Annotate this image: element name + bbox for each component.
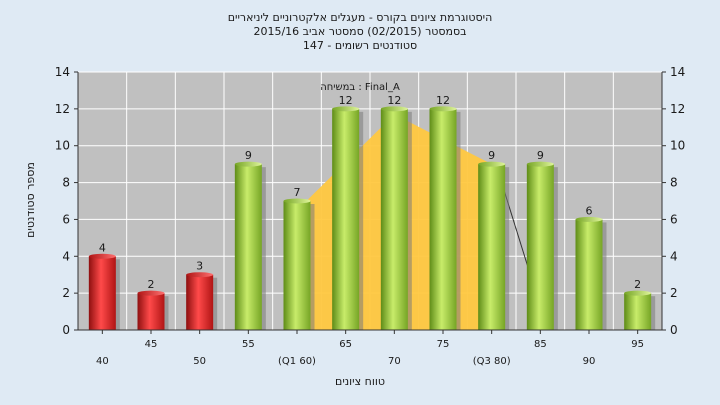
bar-top (88, 253, 116, 259)
bar-55 (234, 164, 262, 330)
bar-(Q1 60) (283, 201, 311, 330)
bar-top (526, 161, 554, 167)
bar-top (478, 161, 506, 167)
bar-40 (88, 256, 116, 330)
bar-top (429, 106, 457, 112)
bar-65 (332, 108, 360, 330)
y-tick-left: 0 (62, 323, 70, 337)
x-axis-label: טווח ציונים (335, 375, 385, 388)
bars (88, 106, 656, 330)
x-tick-label: 95 (631, 339, 644, 350)
data-label: 12 (339, 94, 353, 107)
bar-top (624, 290, 652, 296)
data-label: 9 (488, 149, 495, 162)
y-tick-left: 6 (62, 212, 70, 226)
x-tick-label: 45 (145, 339, 158, 350)
data-label: 2 (148, 278, 155, 291)
x-tick-label: (Q1 60) (278, 356, 316, 367)
y-tick-right: 0 (670, 323, 678, 337)
legend-series-name: במשיחה : Final_A (320, 82, 400, 93)
bar-top (283, 198, 311, 204)
x-tick-label: 65 (339, 339, 352, 350)
bar-top (234, 161, 262, 167)
bar-90 (575, 219, 603, 330)
data-labels: 4 2 3 9 7 12 12 12 9 9 6 2 (99, 94, 641, 291)
x-tick-label: 55 (242, 339, 255, 350)
y-tick-left: 12 (55, 102, 70, 116)
bar-50 (186, 274, 214, 330)
bar-top (186, 272, 214, 278)
y-tick-right: 12 (670, 102, 685, 116)
data-label: 9 (245, 149, 252, 162)
data-label: 6 (586, 204, 593, 217)
y-tick-left: 10 (55, 139, 70, 153)
x-tick-label: 75 (437, 339, 450, 350)
chart-title-line-2: בסמסטר (02/2015) סמסטר אביב 2015/16 (253, 25, 466, 38)
data-label: 9 (537, 149, 544, 162)
y-tick-left: 2 (62, 286, 70, 300)
data-label: 3 (196, 260, 203, 273)
axes (74, 71, 666, 334)
y-tick-right: 14 (670, 65, 685, 79)
data-label: 4 (99, 241, 106, 254)
y-tick-right: 10 (670, 139, 685, 153)
tick-labels: 0 0 2 2 4 4 6 6 8 8 10 10 12 12 14 14 40 45 50 55 (Q1 60) 65 7… (55, 65, 686, 367)
bar-top (137, 290, 165, 296)
bar-45 (137, 293, 165, 330)
data-label: 2 (634, 278, 641, 291)
bar-top (332, 106, 360, 112)
bar-top (380, 106, 408, 112)
x-tick-label: 90 (583, 356, 596, 367)
bar-(Q3 80) (478, 164, 506, 330)
y-tick-right: 8 (670, 176, 678, 190)
y-tick-left: 14 (55, 65, 70, 79)
data-label: 12 (387, 94, 401, 107)
data-label: 12 (436, 94, 450, 107)
y-tick-right: 4 (670, 249, 678, 263)
bar-95 (624, 293, 652, 330)
bar-70 (380, 108, 408, 330)
y-tick-left: 8 (62, 176, 70, 190)
bar-75 (429, 108, 457, 330)
x-tick-label: (Q3 80) (473, 356, 511, 367)
x-tick-label: 40 (96, 356, 109, 367)
data-label: 7 (294, 186, 301, 199)
chart-title-line-1: היסטוגרמת ציונים בקורס - מעגלים אלקטרוני… (228, 11, 493, 24)
y-tick-right: 2 (670, 286, 678, 300)
x-tick-label: 50 (193, 356, 206, 367)
y-tick-right: 6 (670, 212, 678, 226)
x-tick-label: 85 (534, 339, 547, 350)
bar-top (575, 216, 603, 222)
bar-85 (526, 164, 554, 330)
chart-title-line-3: סטודנטים רשומים - 147 (303, 39, 417, 52)
y-axis-label: מספר סטודנטים (24, 162, 37, 238)
y-tick-left: 4 (62, 249, 70, 263)
x-tick-label: 70 (388, 356, 401, 367)
